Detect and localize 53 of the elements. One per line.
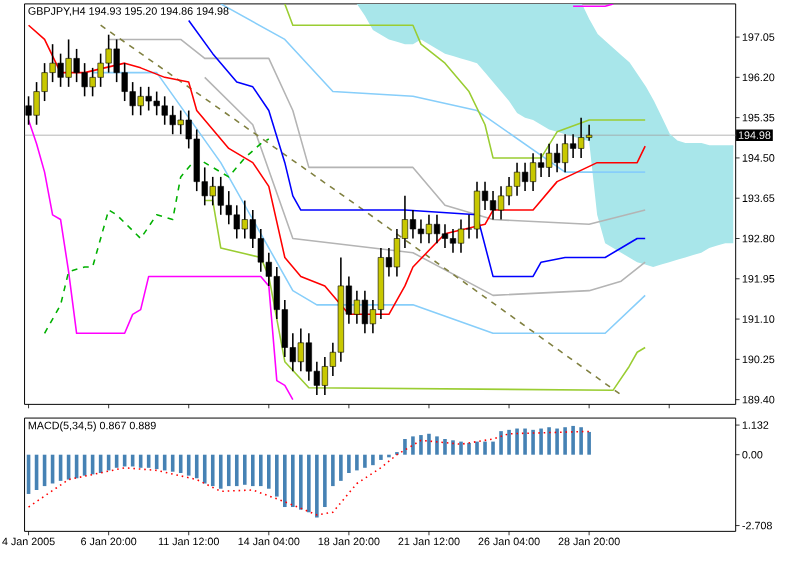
candlestick (489, 190, 497, 221)
line-series (91, 71, 646, 334)
candlestick (105, 33, 112, 74)
candlestick (393, 227, 401, 277)
candlestick (353, 289, 360, 325)
candlestick (449, 227, 457, 254)
candlestick (145, 85, 152, 111)
line-series (27, 430, 590, 516)
candlestick (217, 175, 224, 216)
candlestick (321, 355, 328, 396)
candlestick (529, 152, 537, 192)
candlestick (297, 327, 304, 372)
candlestick (545, 142, 553, 178)
candlestick (65, 38, 72, 88)
candlestick (153, 90, 160, 116)
candlestick (417, 218, 425, 244)
line-series (284, 3, 646, 159)
candlestick (89, 66, 96, 97)
candlestick (81, 62, 88, 97)
candlestick (537, 152, 545, 178)
candlestick (241, 199, 248, 239)
candlestick (457, 218, 465, 254)
candlestick (305, 332, 312, 382)
candlestick (497, 185, 505, 221)
candlestick (553, 142, 561, 173)
candlestick (505, 175, 513, 206)
candlestick (209, 175, 216, 206)
candlestick (409, 208, 417, 239)
candlestick (521, 161, 529, 192)
candlestick (161, 95, 168, 126)
candlestick (97, 52, 104, 88)
candlestick (433, 213, 441, 244)
candlestick (361, 289, 368, 334)
candlestick (57, 52, 64, 88)
candlestick (561, 133, 569, 173)
line-series (27, 24, 646, 315)
line-series (107, 38, 646, 225)
candlestick (473, 180, 481, 239)
candlestick (441, 223, 449, 249)
line-series (203, 76, 646, 296)
line-series (203, 199, 646, 391)
line-series (43, 137, 270, 334)
candlestick (177, 109, 184, 135)
candlestick (513, 161, 521, 197)
line-series (27, 118, 294, 401)
candlestick (137, 85, 144, 116)
candlestick (570, 133, 577, 159)
candlestick (73, 47, 80, 83)
candlestick (425, 213, 433, 244)
candlestick (586, 123, 593, 142)
candlestick (578, 116, 585, 159)
candlestick (169, 104, 176, 135)
line-series (187, 19, 646, 277)
